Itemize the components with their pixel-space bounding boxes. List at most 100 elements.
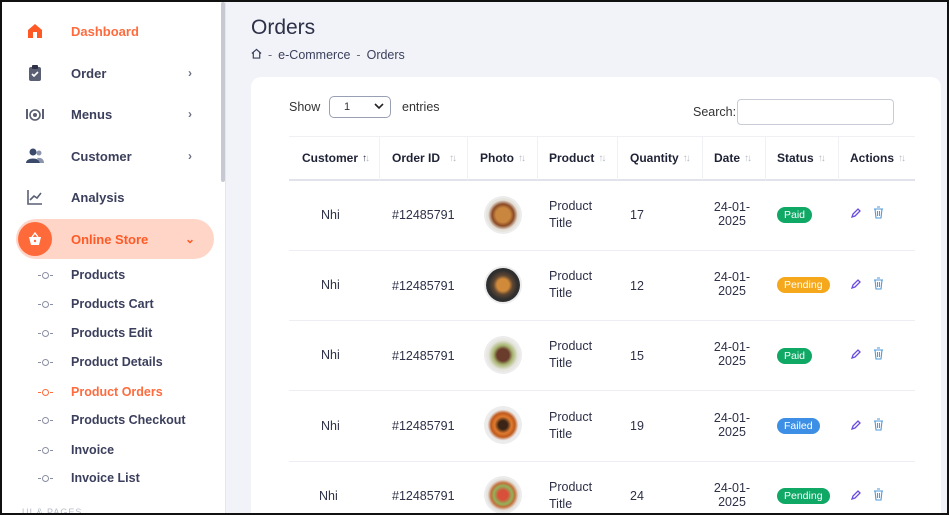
column-header-date[interactable]: Date ↑↓	[714, 136, 752, 180]
product-name-line: Title	[549, 427, 573, 441]
column-header-label: Status	[777, 151, 814, 165]
breadcrumb: - e-Commerce - Orders	[251, 48, 405, 62]
date-line: 24-01-	[713, 481, 751, 495]
product-name-line: Title	[549, 356, 573, 370]
column-header-quantity[interactable]: Quantity ↑↓	[630, 136, 691, 180]
column-header-customer[interactable]: Customer ↑↓	[302, 136, 370, 180]
product-name-line: Product	[549, 410, 593, 424]
product-name-line: Product	[549, 339, 593, 353]
sidebar-subitem-invoice-list[interactable]: Invoice List	[38, 468, 140, 488]
edit-icon[interactable]	[850, 348, 862, 363]
sidebar-subitem-invoice[interactable]: Invoice	[38, 440, 114, 460]
cell-date: 24-01- 2025	[702, 200, 762, 228]
cell-product: Product Title	[549, 338, 592, 372]
table-top-border	[289, 136, 915, 137]
cell-product: Product Title	[549, 409, 592, 443]
sort-ascending-icon: ↑↓	[362, 152, 370, 164]
column-header-label: Date	[714, 151, 741, 165]
product-photo	[486, 408, 520, 442]
row-divider	[289, 250, 915, 251]
cell-quantity: 19	[630, 419, 644, 433]
date-line: 2025	[718, 425, 746, 439]
cell-product: Product Title	[549, 198, 592, 232]
entries-select[interactable]: 1	[329, 96, 391, 118]
bullet-icon	[38, 271, 53, 279]
column-divider	[537, 136, 538, 180]
show-label: Show	[289, 100, 321, 114]
column-header-order-id[interactable]: Order ID ↑↓	[392, 136, 457, 180]
column-divider	[379, 136, 380, 180]
sidebar-item-menus[interactable]: Menus ›	[16, 94, 214, 134]
chevron-right-icon: ›	[188, 107, 192, 121]
status-badge: Paid	[777, 207, 813, 223]
column-header-status[interactable]: Status ↑↓	[777, 136, 826, 180]
bullet-icon	[38, 300, 53, 308]
column-divider	[617, 136, 618, 180]
delete-icon[interactable]	[873, 488, 884, 504]
column-header-photo[interactable]: Photo ↑↓	[480, 136, 526, 180]
column-header-product[interactable]: Product ↑↓	[549, 136, 606, 180]
sidebar-item-label: Order	[71, 65, 107, 81]
breadcrumb-current: Orders	[366, 48, 405, 62]
product-name-line: Title	[549, 497, 573, 511]
sidebar-subitem-products-edit[interactable]: Products Edit	[38, 323, 153, 343]
cell-customer: Nhi	[321, 419, 340, 433]
chart-line-icon	[16, 178, 54, 216]
sidebar-item-label: Dashboard	[71, 23, 139, 39]
chevron-right-icon: ›	[188, 66, 192, 80]
date-line: 2025	[718, 354, 746, 368]
sidebar-item-dashboard[interactable]: Dashboard	[16, 11, 214, 51]
chevron-down-icon: ⌄	[184, 232, 196, 246]
edit-icon[interactable]	[850, 278, 862, 293]
sidebar-subitem-label: Products	[71, 268, 126, 282]
sidebar-subitem-label: Product Orders	[71, 385, 163, 399]
sidebar-scrollbar[interactable]	[221, 2, 225, 182]
utensils-icon	[16, 95, 54, 133]
cell-order-id: #12485791	[392, 279, 455, 293]
column-header-label: Customer	[302, 151, 359, 165]
orders-card	[251, 77, 941, 513]
product-name-line: Title	[549, 216, 573, 230]
table-header-border	[289, 179, 915, 181]
sidebar-subitem-product-details[interactable]: Product Details	[38, 352, 163, 372]
sidebar: Dashboard Order › Menus › Customer ›	[2, 2, 226, 513]
sidebar-item-analysis[interactable]: Analysis	[16, 177, 214, 217]
row-divider	[289, 390, 915, 391]
bullet-icon	[38, 358, 53, 366]
product-photo	[486, 268, 520, 302]
search-input[interactable]	[737, 99, 894, 125]
cell-date: 24-01- 2025	[702, 270, 762, 298]
sidebar-item-order[interactable]: Order ›	[16, 53, 214, 93]
delete-icon[interactable]	[873, 418, 884, 434]
sidebar-item-label: Customer	[71, 148, 132, 164]
product-name-line: Title	[549, 286, 573, 300]
column-header-label: Product	[549, 151, 595, 165]
chevron-right-icon: ›	[188, 149, 192, 163]
sidebar-subitem-products-checkout[interactable]: Products Checkout	[38, 410, 186, 430]
delete-icon[interactable]	[873, 206, 884, 222]
sidebar-subitem-products-cart[interactable]: Products Cart	[38, 294, 154, 314]
edit-icon[interactable]	[850, 489, 862, 504]
delete-icon[interactable]	[873, 277, 884, 293]
sidebar-item-customer[interactable]: Customer ›	[16, 136, 214, 176]
sidebar-subitem-product-orders[interactable]: Product Orders	[38, 382, 163, 402]
cell-customer: Nhi	[321, 348, 340, 362]
bullet-icon	[38, 474, 53, 482]
column-divider	[467, 136, 468, 180]
date-line: 2025	[718, 495, 746, 509]
sidebar-item-online-store[interactable]: Online Store ⌄	[16, 219, 214, 259]
date-line: 24-01-	[713, 270, 751, 284]
sidebar-subitem-label: Products Cart	[71, 297, 154, 311]
delete-icon[interactable]	[873, 347, 884, 363]
column-header-label: Order ID	[392, 151, 441, 165]
breadcrumb-link-ecommerce[interactable]: e-Commerce	[278, 48, 351, 62]
sidebar-subitem-products[interactable]: Products	[38, 265, 126, 285]
cell-order-id: #12485791	[392, 349, 455, 363]
sort-icon: ↑↓	[744, 152, 752, 164]
sidebar-subitem-label: Products Edit	[71, 326, 153, 340]
edit-icon[interactable]	[850, 419, 862, 434]
column-header-actions[interactable]: Actions ↑↓	[850, 136, 906, 180]
home-icon[interactable]	[251, 48, 262, 62]
edit-icon[interactable]	[850, 207, 862, 222]
